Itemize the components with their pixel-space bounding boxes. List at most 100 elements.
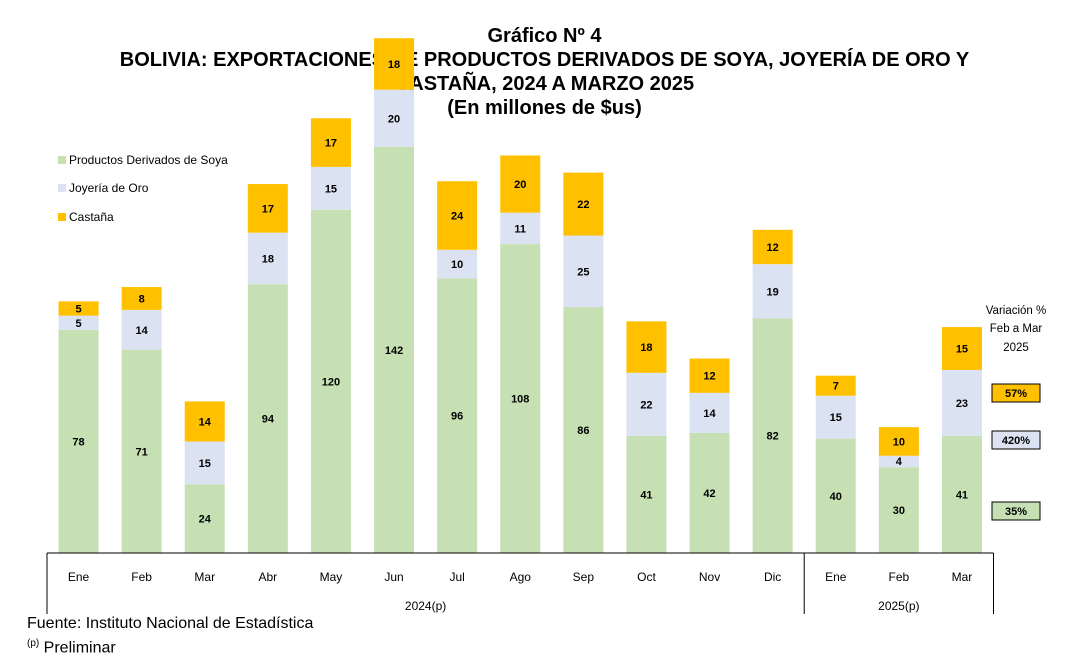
bar-segment [374, 146, 415, 553]
variation-box [991, 383, 1041, 403]
bar-segment [374, 38, 415, 90]
data-label: 12 [767, 242, 779, 254]
data-label: 86 [577, 425, 589, 437]
bar-segment [626, 321, 667, 373]
data-label: 25 [577, 266, 589, 278]
data-label: 40 [830, 491, 842, 503]
data-label: 12 [703, 371, 715, 383]
x-tick-label: Oct [637, 570, 656, 584]
bar-segment [626, 372, 667, 436]
bar-segment [437, 249, 478, 279]
x-tick-label: Feb [131, 570, 152, 584]
data-label: 17 [325, 138, 337, 150]
bar-segment [247, 284, 288, 553]
bar-segment [58, 329, 99, 553]
group-label: 2024(p) [405, 599, 446, 613]
data-label: 11 [514, 223, 526, 235]
title-line-1: Gráfico Nº 4 [487, 25, 602, 47]
data-label: 17 [262, 203, 274, 215]
bar-segment [310, 209, 351, 554]
chart-title: Gráfico Nº 4 BOLIVIA: EXPORTACIONES DE P… [0, 24, 1089, 120]
data-label: 5 [75, 318, 81, 330]
data-label: 94 [262, 414, 275, 426]
bar-segment [500, 155, 541, 213]
data-label: 96 [451, 411, 463, 423]
bar-segment [941, 369, 982, 436]
preliminary-mark: (p) [27, 638, 40, 649]
data-label: 42 [703, 488, 715, 500]
bar-segment [58, 315, 99, 330]
x-tick-label: Abr [259, 570, 278, 584]
bar-segment [626, 435, 667, 553]
data-label: 14 [199, 416, 212, 428]
x-tick-label: Ene [825, 570, 847, 584]
x-tick-label: Mar [194, 570, 215, 584]
x-tick-label: Nov [699, 570, 720, 584]
bar-segment [310, 166, 351, 210]
bar-segment [815, 395, 856, 439]
bar-segment [247, 184, 288, 233]
data-label: 41 [640, 489, 652, 501]
data-label: 18 [262, 253, 274, 265]
x-tick-label: Sep [573, 570, 595, 584]
bar-segment [184, 401, 225, 442]
x-tick-label: Feb [889, 570, 910, 584]
data-label: 78 [72, 436, 84, 448]
bar-segment [437, 181, 478, 250]
data-label: 14 [703, 408, 716, 420]
data-label: 15 [325, 183, 337, 195]
variation-value: 35% [1005, 506, 1027, 518]
legend-swatch [58, 156, 66, 164]
bar-segment [184, 441, 225, 485]
group-label: 2025(p) [878, 599, 919, 613]
bar-segment [815, 375, 856, 396]
x-tick-label: Ene [68, 570, 90, 584]
legend-swatch [58, 184, 66, 192]
x-tick-label: Ago [510, 570, 532, 584]
legend-label: Castaña [69, 210, 114, 224]
bar-segment [500, 244, 541, 553]
preliminary-text: Preliminar [39, 639, 116, 657]
data-label: 14 [136, 325, 149, 337]
bar-segment [689, 392, 730, 433]
bar-segment [121, 287, 162, 310]
title-line-3: CASTAÑA, 2024 A MARZO 2025 [394, 73, 695, 95]
bar-segment [310, 118, 351, 167]
bar-segment [121, 349, 162, 553]
data-label: 10 [893, 436, 905, 448]
data-label: 20 [388, 113, 400, 125]
legend-label: Productos Derivados de Soya [69, 153, 228, 167]
data-label: 10 [451, 259, 463, 271]
x-tick-label: Jul [449, 570, 464, 584]
bar-segment [184, 484, 225, 553]
data-label: 24 [199, 514, 212, 526]
x-tick-label: Mar [952, 570, 973, 584]
legend-label: Joyería de Oro [69, 181, 149, 195]
bar-segment [878, 427, 919, 456]
data-label: 30 [893, 505, 905, 517]
bar-segment [500, 212, 541, 245]
bar-segment [752, 229, 793, 265]
bar-segment [689, 432, 730, 553]
variation-value: 57% [1005, 388, 1027, 400]
bar-segment [878, 467, 919, 553]
data-label: 41 [956, 489, 968, 501]
data-label: 4 [896, 456, 903, 468]
data-label: 20 [514, 179, 526, 191]
data-label: 108 [511, 394, 529, 406]
data-label: 18 [640, 342, 652, 354]
preliminary-note: (p) Preliminar [27, 634, 313, 658]
bar-segment [563, 307, 604, 553]
data-label: 24 [451, 211, 464, 223]
bar-segment [815, 438, 856, 553]
data-label: 23 [956, 398, 968, 410]
title-line-2: BOLIVIA: EXPORTACIONES DE PRODUCTOS DERI… [119, 49, 970, 71]
data-label: 7 [833, 381, 839, 393]
variation-box [991, 430, 1041, 450]
data-label: 19 [767, 286, 779, 298]
variation-title: Variación % [986, 305, 1047, 317]
bar-segment [941, 435, 982, 553]
data-label: 5 [75, 303, 81, 315]
bar-segment [374, 89, 415, 147]
